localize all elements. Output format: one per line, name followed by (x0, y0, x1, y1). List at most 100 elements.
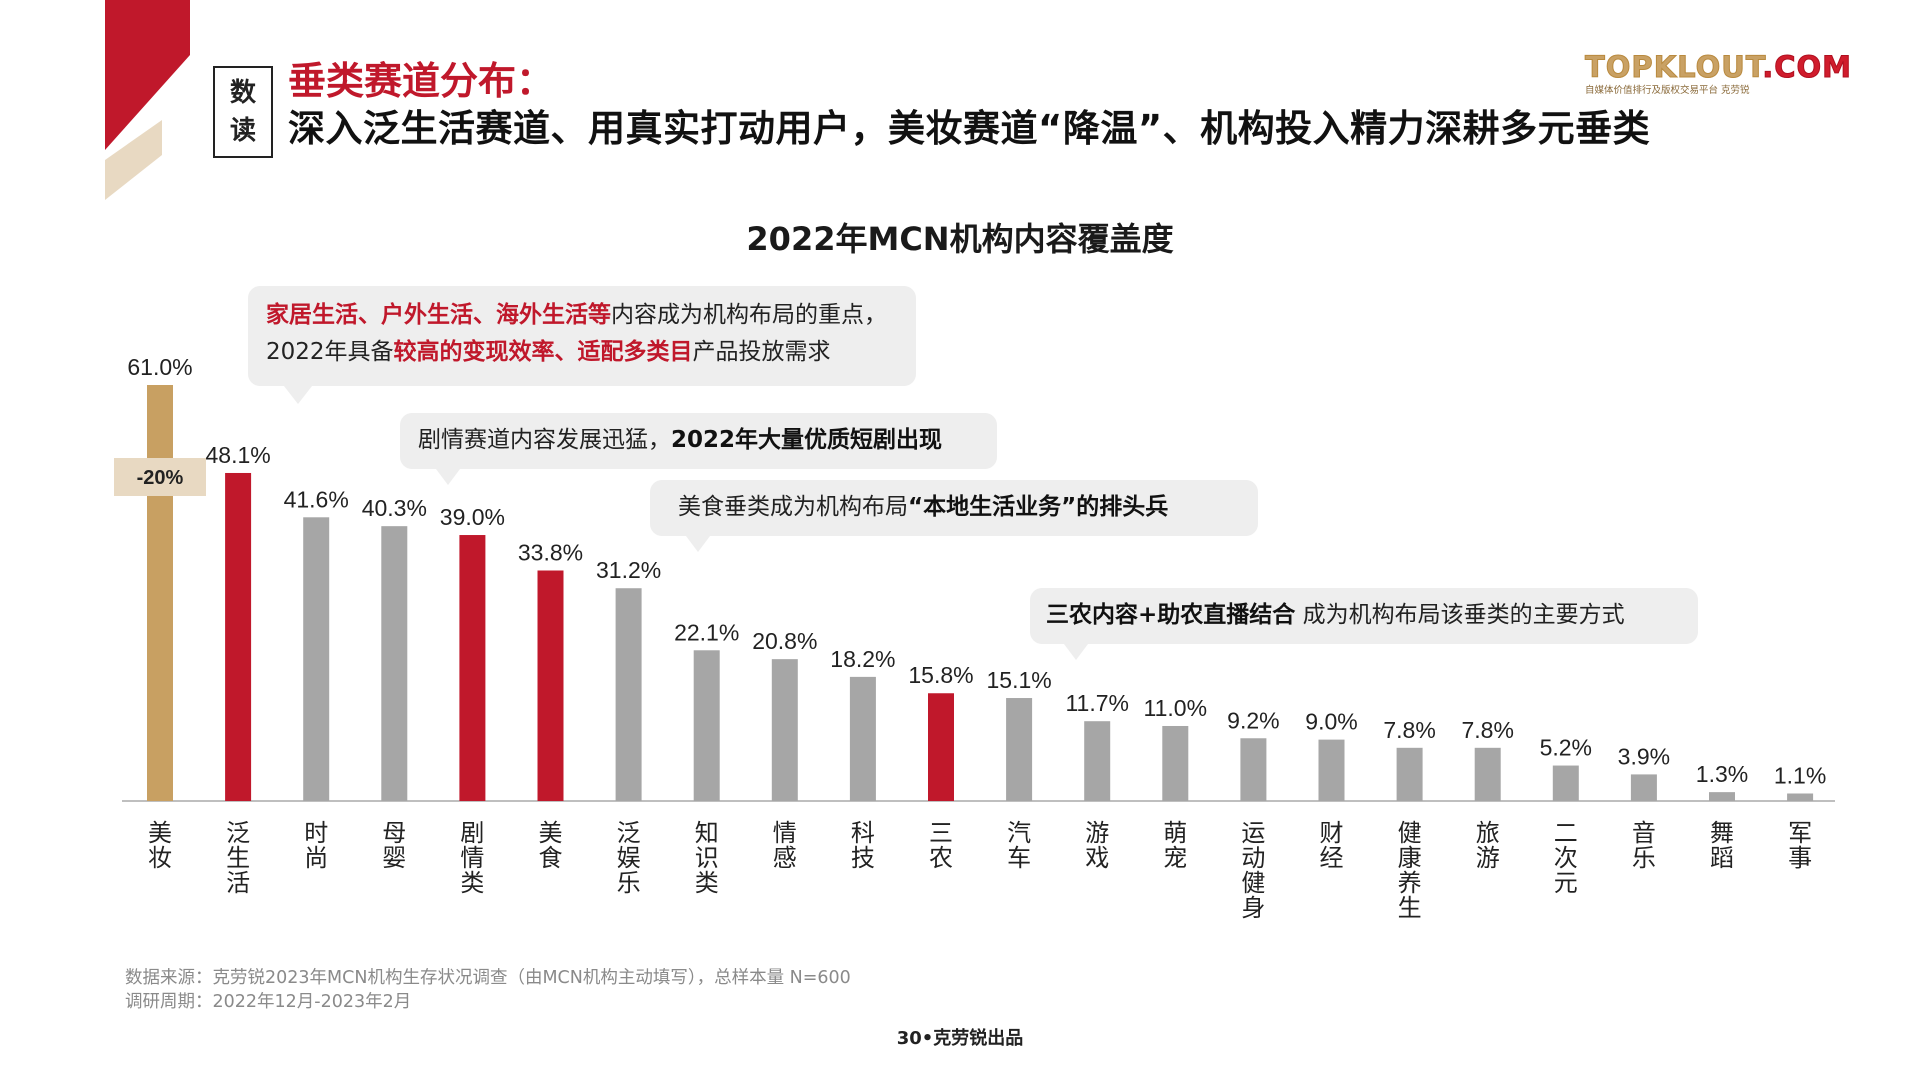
data-label: 1.1% (1774, 762, 1826, 788)
callout-lifestyle: 家居生活、户外生活、海外生活等内容成为机构布局的重点， 2022年具备较高的变现… (248, 286, 916, 404)
tan-ribbon (105, 120, 162, 200)
data-label: 31.2% (596, 557, 661, 583)
bar (1240, 738, 1267, 801)
category-label: 游戏 (1085, 819, 1109, 872)
callout-drama-bold: 2022年大量优质短剧出现 (671, 427, 943, 453)
callout-food-text: 美食垂类成为机构布局 (678, 494, 908, 520)
callout-lifestyle-text: 内容成为机构布局的重点， (611, 302, 887, 328)
category-label: 美妆 (148, 819, 172, 872)
data-label: 3.9% (1618, 743, 1670, 769)
callout-lifestyle-highlight: 家居生活、户外生活、海外生活等 (266, 302, 611, 328)
bar (1006, 698, 1033, 801)
red-ribbon (105, 0, 190, 150)
bar (771, 659, 798, 801)
bar (459, 535, 486, 801)
badge-char-2: 读 (229, 116, 256, 146)
data-label: 7.8% (1461, 717, 1513, 743)
headline: 垂类赛道分布： 深入泛生活赛道、用真实打动用户，美妆赛道“降温”、机构投入精力深… (288, 58, 1650, 154)
category-label: 泛生活 (226, 819, 250, 897)
callout-lifestyle-text-3: 产品投放需求 (692, 339, 831, 365)
bar (225, 472, 252, 801)
logo-wordmark-suffix: .COM (1762, 50, 1852, 85)
category-label: 旅游 (1476, 819, 1500, 872)
category-label: 萌宠 (1163, 819, 1187, 872)
data-label: 11.7% (1065, 690, 1129, 716)
category-label: 三农 (929, 819, 953, 872)
category-label: 时尚 (304, 819, 328, 872)
callout-food: 美食垂类成为机构布局“本地生活业务”的排头兵 (650, 480, 1258, 552)
page-title: 垂类赛道分布： (288, 59, 555, 103)
data-label: 22.1% (674, 619, 739, 645)
brand-logo: TOPKLOUT.COM 自媒体价值排行及版权交易平台 克劳锐 (1584, 50, 1851, 97)
data-label: 11.0% (1144, 695, 1208, 721)
data-label: 9.2% (1227, 707, 1279, 733)
data-label: 7.8% (1383, 717, 1435, 743)
callout-drama-text: 剧情赛道内容发展迅猛， (418, 427, 671, 453)
data-label: 61.0% (127, 354, 192, 380)
bar (1474, 747, 1501, 801)
bar (849, 676, 876, 801)
bar (1552, 765, 1579, 801)
data-label: 1.3% (1696, 761, 1748, 787)
data-label: 15.1% (986, 667, 1051, 693)
category-label: 情感 (773, 819, 797, 872)
bar (147, 385, 173, 801)
logo-tagline: 自媒体价值排行及版权交易平台 克劳锐 (1585, 85, 1750, 96)
bar (1084, 721, 1111, 801)
bar (1162, 725, 1189, 801)
bar (1787, 793, 1814, 801)
category-label: 健康养生 (1398, 819, 1422, 922)
data-label: 18.2% (830, 646, 895, 672)
callout-drama: 剧情赛道内容发展迅猛，2022年大量优质短剧出现 (400, 413, 997, 485)
bar (303, 517, 330, 801)
category-label: 财经 (1320, 819, 1344, 872)
bar (1396, 747, 1423, 801)
data-label: 33.8% (518, 539, 583, 565)
survey-period: 调研周期：2022年12月-2023年2月 (125, 992, 412, 1012)
section-badge: 数 读 (213, 66, 273, 158)
category-label: 母婴 (382, 819, 406, 872)
category-label: 音乐 (1632, 819, 1656, 872)
badge-char-1: 数 (229, 78, 256, 108)
data-label: 9.0% (1305, 709, 1357, 735)
data-label: 40.3% (362, 495, 427, 521)
corner-decoration (105, 0, 190, 200)
bar (693, 650, 720, 801)
chart-title: 2022年MCN机构内容覆盖度 (746, 220, 1174, 258)
category-label: 知识类 (695, 819, 719, 897)
data-source: 数据来源：克劳锐2023年MCN机构生存状况调查（由MCN机构主动填写），总样本… (125, 966, 851, 1014)
callout-agriculture: 三农内容+助农直播结合 成为机构布局该垂类的主要方式 (1030, 588, 1698, 660)
category-label: 泛娱乐 (617, 819, 641, 897)
category-label: 军事 (1788, 819, 1812, 872)
callout-agriculture-bold: 三农内容+助农直播结合 (1046, 602, 1296, 628)
change-badge (114, 458, 206, 496)
bar (928, 693, 954, 801)
data-label: 48.1% (205, 442, 270, 468)
change-label: -20% (137, 467, 184, 489)
category-label: 舞蹈 (1710, 819, 1734, 872)
category-label: 运动健身 (1241, 819, 1265, 922)
logo-wordmark: TOPKLOUT (1584, 50, 1763, 85)
bar (537, 570, 564, 801)
callout-agriculture-text: 成为机构布局该垂类的主要方式 (1295, 602, 1625, 628)
bar (1630, 774, 1657, 801)
category-label: 剧情类 (460, 819, 484, 897)
callout-lifestyle-highlight-2: 较高的变现效率、适配多类目 (393, 339, 693, 365)
source-line: 数据来源：克劳锐2023年MCN机构生存状况调查（由MCN机构主动填写），总样本… (125, 968, 851, 988)
data-label: 39.0% (440, 504, 505, 530)
bar (1318, 739, 1345, 801)
category-label: 科技 (851, 819, 875, 872)
callout-food-bold: “本地生活业务”的排头兵 (908, 494, 1169, 520)
callout-lifestyle-text-2: 2022年具备 (266, 339, 394, 365)
data-label: 5.2% (1540, 735, 1592, 761)
category-label: 二次元 (1554, 819, 1578, 897)
page-number: 30•克劳锐出品 (896, 1028, 1024, 1049)
bar (1709, 792, 1735, 801)
category-label: 汽车 (1007, 819, 1031, 872)
data-label: 41.6% (284, 486, 349, 512)
category-label: 美食 (539, 819, 563, 872)
data-label: 15.8% (908, 662, 973, 688)
page-subtitle: 深入泛生活赛道、用真实打动用户，美妆赛道“降温”、机构投入精力深耕多元垂类 (288, 107, 1651, 150)
bar (381, 526, 408, 801)
